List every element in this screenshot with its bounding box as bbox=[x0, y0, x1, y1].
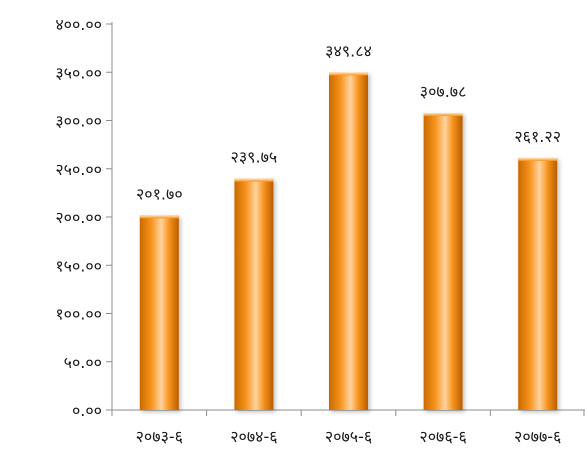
data-label: ३०७.७८ bbox=[420, 82, 467, 101]
bar-cap bbox=[518, 157, 558, 161]
x-tick-label: २०७५-६ bbox=[325, 427, 372, 446]
x-tick-label: २०७७-६ bbox=[514, 427, 561, 446]
x-axis: २०७३-६ २०७४-६ २०७५-६ २०७६-६ २०७७-६ bbox=[111, 409, 585, 446]
y-tick-label: ०.०० bbox=[72, 401, 102, 420]
bar-cap bbox=[234, 178, 274, 182]
y-tick-label: ३००.०० bbox=[55, 112, 102, 131]
data-label: २३९.७५ bbox=[231, 148, 278, 167]
y-tick-label: १५०.०० bbox=[55, 256, 102, 275]
y-tick-label: २५०.०० bbox=[55, 160, 102, 179]
data-label: २०१.७० bbox=[136, 184, 183, 203]
bars bbox=[139, 72, 558, 410]
x-tick-label: २०७३-६ bbox=[136, 427, 183, 446]
bar-cap bbox=[329, 72, 368, 76]
bar bbox=[139, 215, 179, 410]
bar bbox=[423, 112, 463, 410]
y-axis: ०.०० ५०.०० १००.०० १५०.०० २००.०० २५०.०० ३००.०० ३… bbox=[55, 15, 113, 420]
y-tick-label: १००.०० bbox=[55, 305, 102, 324]
bar bbox=[518, 157, 558, 410]
y-tick-label: ३५०.०० bbox=[55, 63, 102, 82]
x-tick-label: २०७६-६ bbox=[419, 427, 466, 446]
x-tick-label: २०७४-६ bbox=[230, 427, 277, 446]
data-label: २६१.२२ bbox=[514, 127, 561, 146]
y-tick-label: ५०.०० bbox=[64, 353, 102, 372]
bar-cap bbox=[423, 112, 463, 116]
bar bbox=[329, 72, 368, 410]
data-label: ३४९.८४ bbox=[325, 41, 372, 60]
y-tick-label: ४००.०० bbox=[55, 15, 102, 34]
y-tick-label: २००.०० bbox=[55, 208, 102, 227]
bar-cap bbox=[139, 215, 179, 219]
bar bbox=[234, 178, 274, 410]
data-labels: २०१.७० २३९.७५ ३४९.८४ ३०७.७८ २६१.२२ bbox=[136, 41, 561, 203]
